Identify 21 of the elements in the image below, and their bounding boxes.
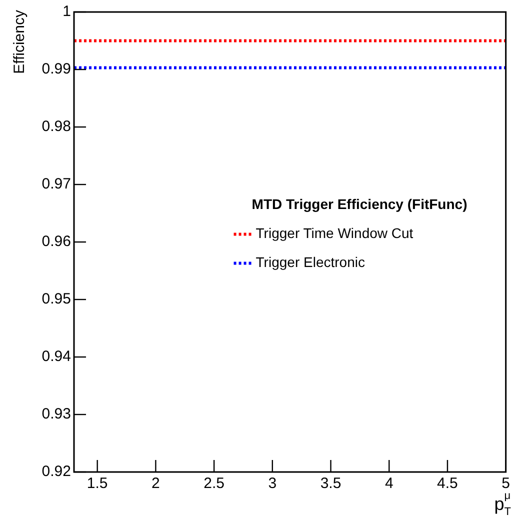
- x-tick-label: 2: [152, 475, 160, 492]
- y-axis-title: Efficiency: [11, 10, 28, 74]
- y-tick-label: 0.96: [42, 233, 71, 250]
- y-tick-label: 0.94: [42, 348, 71, 366]
- y-tick-label: 0.97: [42, 176, 71, 193]
- legend-title: MTD Trigger Efficiency (FitFunc): [252, 196, 468, 212]
- legend-label: Trigger Time Window Cut: [256, 225, 414, 242]
- x-tick-label: 5: [502, 475, 510, 492]
- y-tick-label: 1: [62, 3, 71, 20]
- y-tick-label: 0.99: [42, 60, 71, 78]
- x-tick-label: 4.5: [437, 475, 458, 492]
- y-tick-label: 0.92: [42, 463, 71, 480]
- legend-label: Trigger Electronic: [256, 254, 365, 270]
- x-tick-label: 2.5: [204, 475, 224, 492]
- x-tick-label: 3: [268, 475, 277, 492]
- x-tick-label: 3.5: [320, 475, 342, 492]
- x-tick-label: 1.5: [86, 475, 108, 492]
- y-tick-label: 0.93: [42, 406, 71, 423]
- y-tick-label: 0.95: [42, 290, 71, 308]
- x-tick-label: 4: [384, 475, 394, 492]
- y-tick-label: 0.98: [42, 118, 71, 136]
